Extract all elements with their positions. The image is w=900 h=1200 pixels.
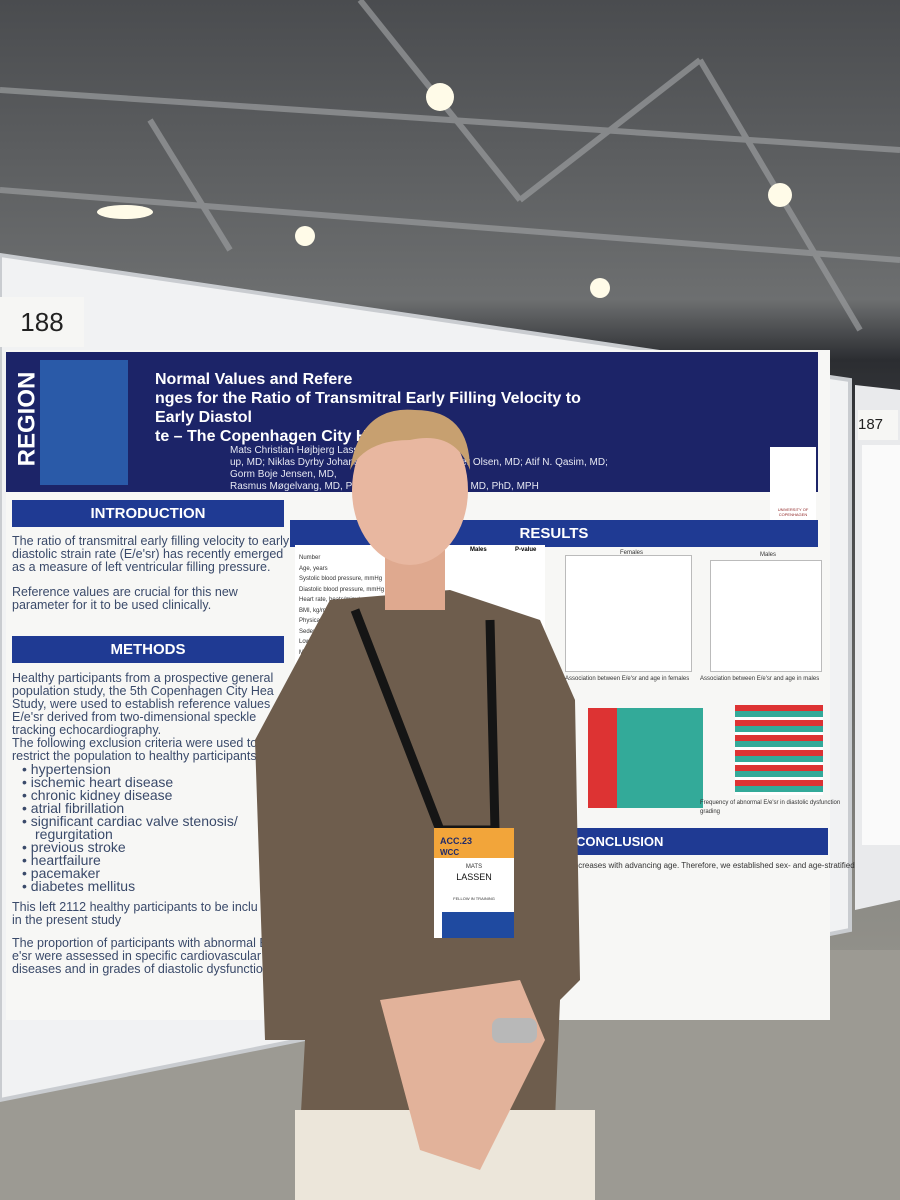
bar-chart <box>735 705 823 795</box>
criterion: regurgitation <box>35 826 113 842</box>
badge-last-name: LASSEN <box>456 872 492 882</box>
criterion: • atrial fibrillation <box>22 800 125 816</box>
criterion: • diabetes mellitus <box>22 878 136 894</box>
table-row: Number <box>299 555 321 561</box>
scatter-plot <box>710 560 822 672</box>
badge-role: FELLOW IN TRAINING <box>453 896 495 901</box>
table-row: BMI, kg/m² <box>299 607 329 614</box>
caption: Males <box>760 552 777 558</box>
text-line: The ratio of transmitral early filling v… <box>12 534 290 548</box>
text-line: The proportion of participants with abno… <box>12 936 268 950</box>
title-line: nges for the Ratio of Transmitral Early … <box>155 390 581 407</box>
text-line: Healthy participants from a prospective … <box>12 671 274 685</box>
text-line: The following exclusion criteria were us… <box>12 736 258 750</box>
caption: Frequency of abnormal E/e'sr in diastoli… <box>700 800 841 806</box>
caption: Females <box>620 550 644 556</box>
table-row: Low <box>299 639 311 645</box>
neighbor-poster <box>862 445 900 845</box>
title-line: Normal Values and Refere <box>155 371 353 388</box>
table-row: Age, years <box>299 565 328 572</box>
title-line: Early Diastol <box>155 409 252 426</box>
text-line: tracking echocardiography. <box>12 723 162 737</box>
text-line: in the present study <box>12 913 122 927</box>
caption: Association between E/e'sr and age in fe… <box>565 676 690 682</box>
scatter-plot <box>565 555 692 672</box>
table-row: Diastolic blood pressure, mmHg <box>299 586 385 593</box>
section-heading: CONCLUSION <box>570 828 828 855</box>
next-booth-number: 187 <box>858 410 898 440</box>
conclusion-text: increases with advancing age. Therefore,… <box>572 861 855 870</box>
table-row: Sedentary <box>299 628 327 635</box>
caption: Association between E/e'sr and age in ma… <box>700 676 820 682</box>
methods-text: Healthy participants from a prospective … <box>12 672 274 976</box>
logo-block <box>40 360 128 485</box>
text-line: e'sr were assessed in specific cardiovas… <box>12 949 262 963</box>
text-line: as a measure of left ventricular filling… <box>12 560 271 574</box>
criterion: • pacemaker <box>22 865 101 881</box>
criterion: • chronic kidney disease <box>22 787 173 803</box>
text-line: diastolic strain rate (E/e'sr) has recen… <box>12 547 284 561</box>
booth-number: 188 <box>0 297 84 347</box>
text-line: This left 2112 healthy participants to b… <box>12 900 258 914</box>
author-line: Mats Christian Højbjerg Lassen, MD; K <box>230 445 403 456</box>
text-line: population study, the 5th Copenhagen Cit… <box>12 684 274 698</box>
criterion: • previous stroke <box>22 839 126 855</box>
criterion: • ischemic heart disease <box>22 774 174 790</box>
table-header: Males <box>470 547 487 553</box>
caption: grading <box>700 809 721 815</box>
table-header: P-value <box>515 547 537 553</box>
table-row: Systolic blood pressure, mmHg <box>299 576 383 582</box>
text-line: restrict the population to healthy parti… <box>12 749 257 763</box>
author-line: Gorm Boje Jensen, MD, <box>230 469 337 480</box>
criterion: • significant cardiac valve stenosis/ <box>22 813 238 829</box>
badge-first-name: MATS <box>466 864 482 870</box>
criterion: • heartfailure <box>22 852 101 868</box>
text-line: Study, were used to establish reference … <box>12 697 271 711</box>
text-line: parameter for it to be used clinically. <box>12 598 212 612</box>
text-line: diseases and in grades of diastolic dysf… <box>12 962 274 976</box>
badge-event: ACC.23 <box>440 836 472 846</box>
text-line: Reference values are crucial for this ne… <box>12 585 238 599</box>
text-line: E/e'sr derived from two-dimensional spec… <box>12 710 257 724</box>
section-heading: INTRODUCTION <box>12 500 284 527</box>
section-heading: METHODS <box>12 636 284 663</box>
badge-event: WCC <box>440 848 459 857</box>
university-logo: UNIVERSITY OF COPENHAGEN <box>770 447 816 527</box>
criterion: • hypertension <box>22 761 111 777</box>
bar-chart <box>588 708 703 808</box>
introduction-text: The ratio of transmitral early filling v… <box>12 535 289 612</box>
